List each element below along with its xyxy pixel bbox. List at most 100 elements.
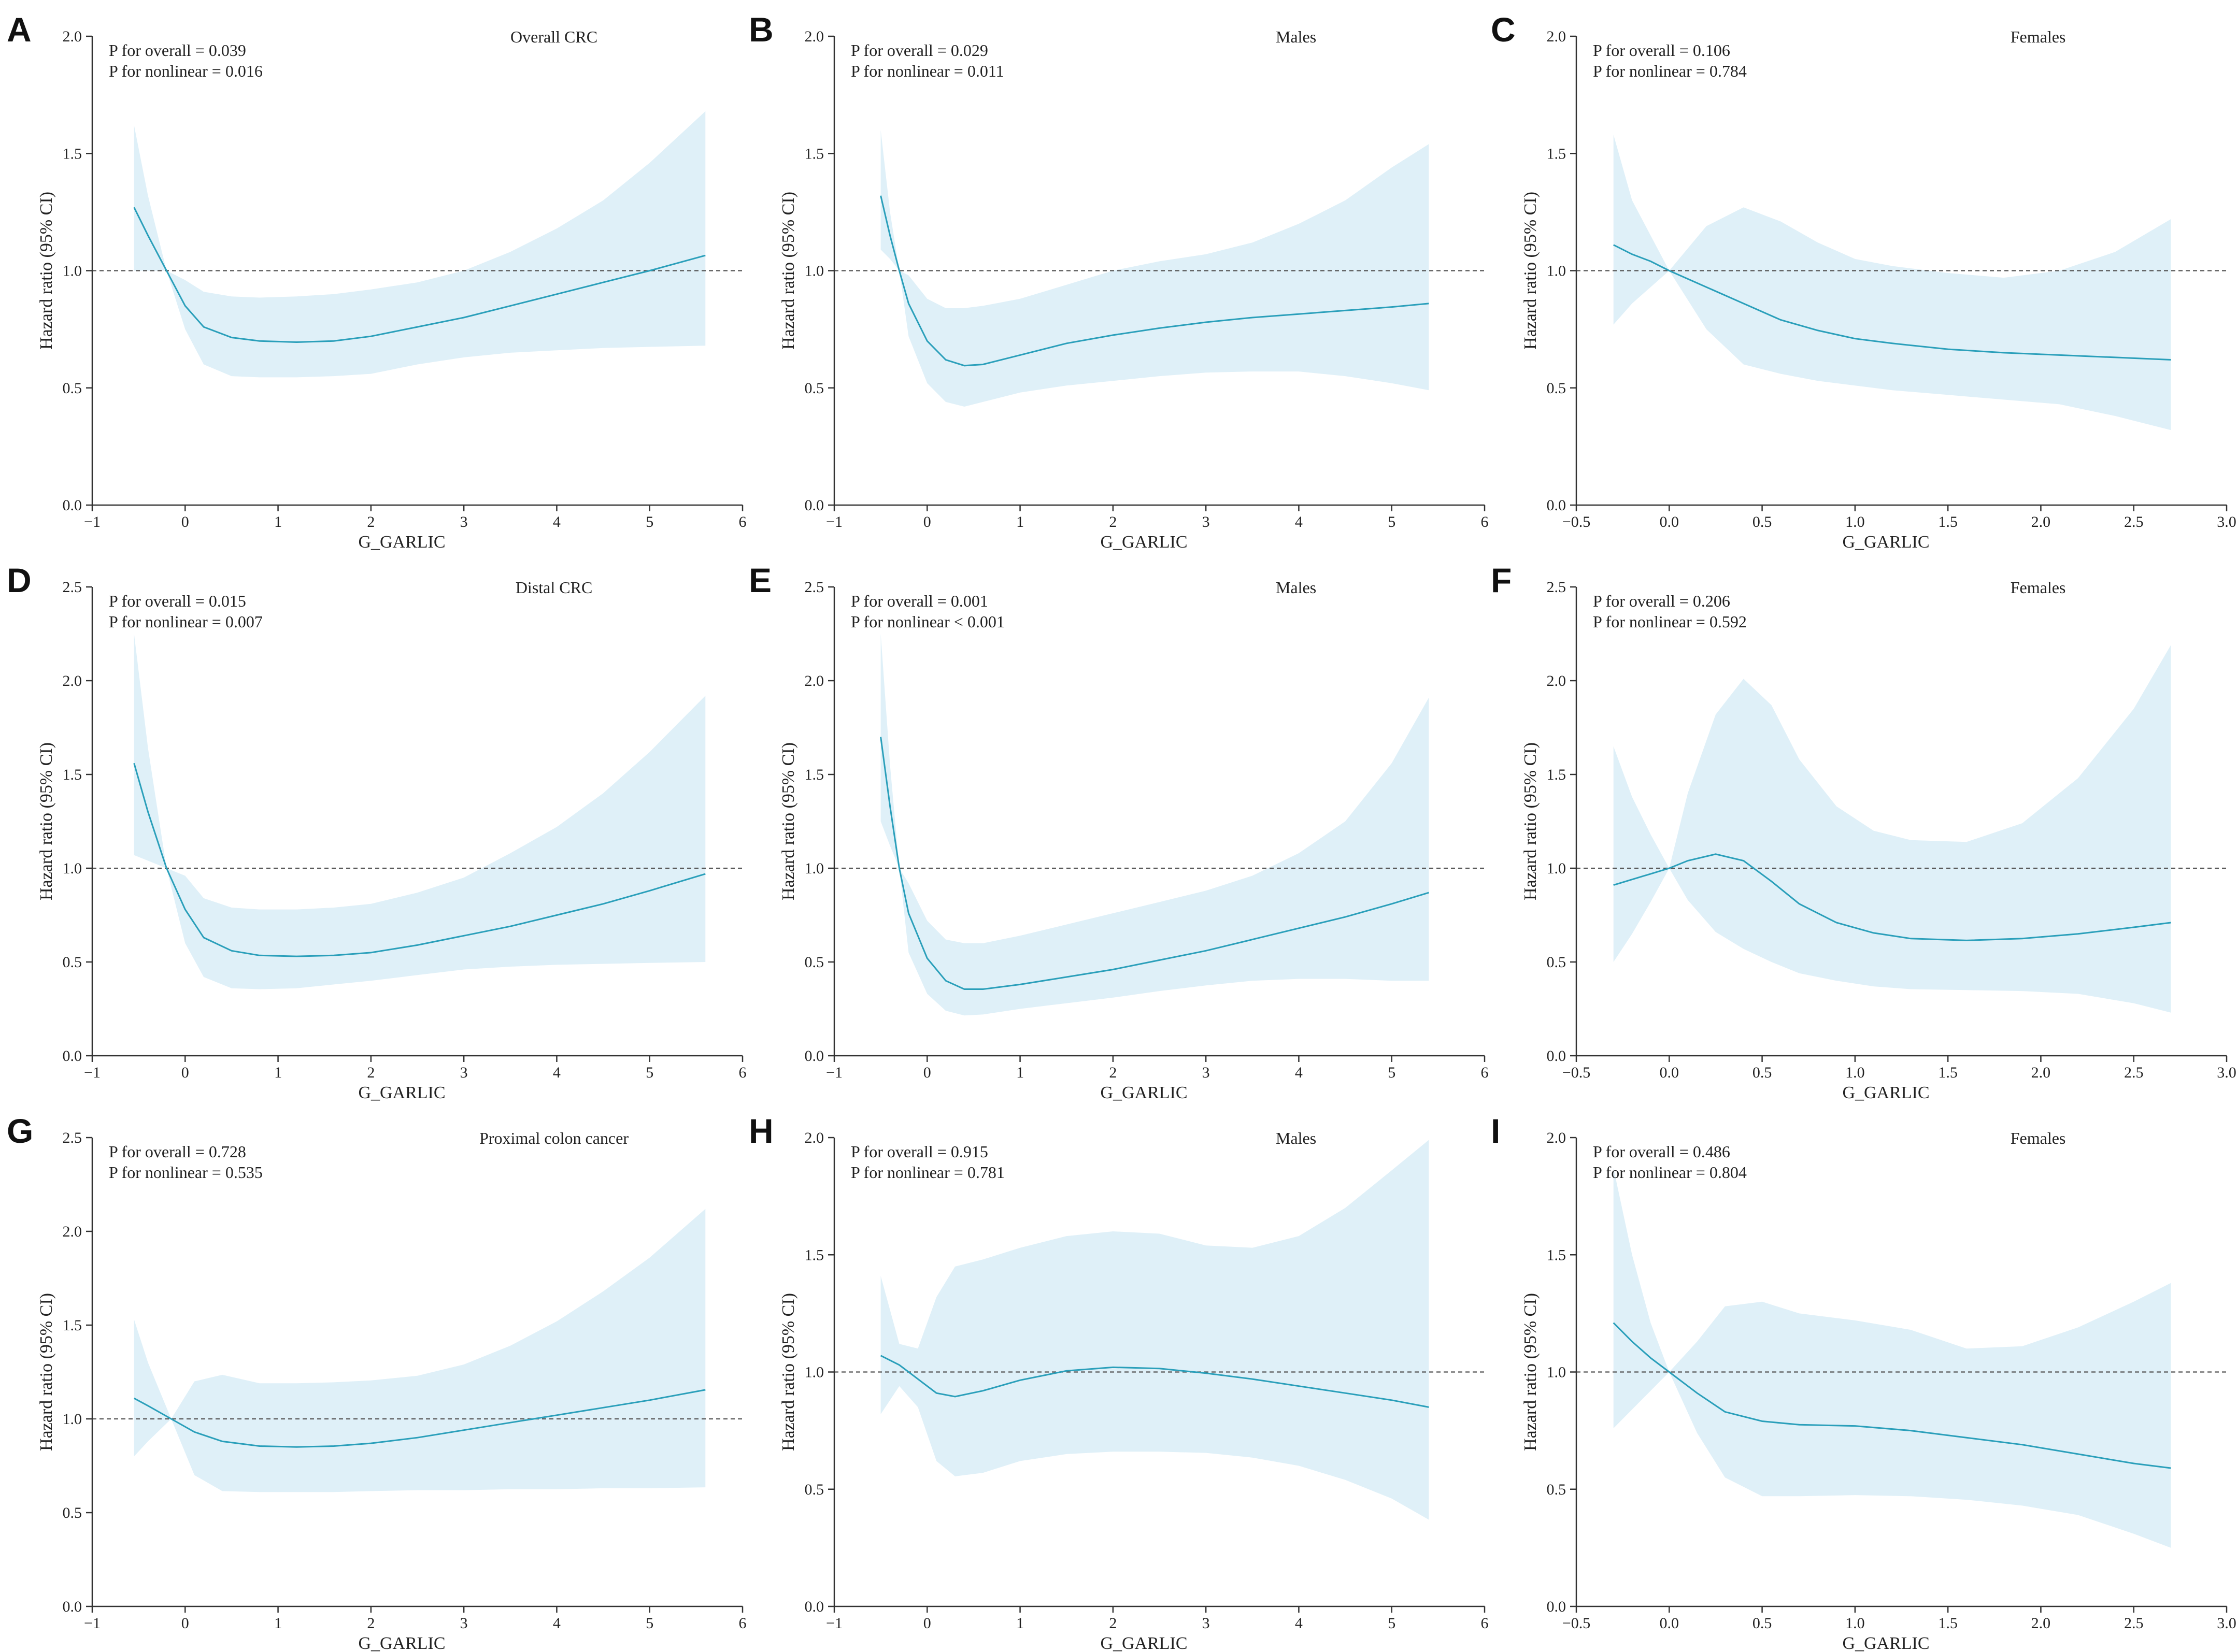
x-tick-label: 1.5 bbox=[1938, 1615, 1958, 1632]
y-axis-title: Hazard ratio (95% CI) bbox=[1521, 192, 1540, 350]
y-tick-label: 1.0 bbox=[805, 1364, 824, 1381]
p-nonlinear-label: P for nonlinear = 0.535 bbox=[109, 1163, 263, 1182]
y-tick-label: 1.5 bbox=[805, 145, 824, 162]
panel-title: Proximal colon cancer bbox=[479, 1129, 629, 1147]
ci-band bbox=[134, 111, 706, 378]
p-overall-label: P for overall = 0.728 bbox=[109, 1142, 246, 1161]
x-tick-label: 1.5 bbox=[1938, 513, 1958, 530]
y-tick-label: 1.0 bbox=[63, 263, 82, 280]
x-tick-label: 1 bbox=[1016, 513, 1024, 530]
x-tick-label: 6 bbox=[739, 1615, 747, 1632]
panel-f: −0.5 0.0 0.5 1.0 1.5 2.0 2.5 3.00.00.51.01.52.0… bbox=[1491, 561, 2236, 1102]
x-tick-label: 1.0 bbox=[1845, 1615, 1865, 1632]
panel-g: −1 0 1 2 3 4 5 6 0.0 0.5 1.0 1.5 2.0 2.5 G_GARLIC Hazar… bbox=[7, 1112, 747, 1652]
x-axis-title: G_GARLIC bbox=[1842, 533, 1929, 552]
panel-letter: A bbox=[7, 10, 32, 49]
y-tick-label: 1.5 bbox=[63, 1317, 82, 1334]
p-overall-label: P for overall = 0.206 bbox=[1593, 592, 1730, 610]
x-axis-title: G_GARLIC bbox=[1100, 533, 1187, 552]
p-nonlinear-label: P for nonlinear = 0.007 bbox=[109, 612, 263, 631]
panel-i: −0.5 0.0 0.5 1.0 1.5 2.0 2.5 3.00.00.51.01.52.0… bbox=[1491, 1112, 2236, 1652]
p-overall-label: P for overall = 0.015 bbox=[109, 592, 246, 610]
x-tick-label: 0.0 bbox=[1660, 513, 1679, 530]
x-tick-label: −1 bbox=[826, 1064, 843, 1081]
ci-band bbox=[1613, 645, 2171, 1013]
x-tick-label: 4 bbox=[553, 1615, 561, 1632]
y-tick-label: 2.0 bbox=[1547, 28, 1566, 45]
y-tick-label: 2.5 bbox=[805, 579, 824, 596]
x-tick-label: 2 bbox=[1109, 513, 1117, 530]
p-nonlinear-label: P for nonlinear < 0.001 bbox=[851, 612, 1005, 631]
y-axis-title: Hazard ratio (95% CI) bbox=[779, 742, 798, 900]
y-tick-label: 2.0 bbox=[63, 672, 82, 689]
y-tick-label: 1.5 bbox=[63, 766, 82, 783]
panel-letter: B bbox=[749, 10, 774, 49]
y-tick-label: 1.5 bbox=[1547, 766, 1566, 783]
x-axis-title: G_GARLIC bbox=[358, 1634, 445, 1652]
hazard-ratio-curve bbox=[1613, 244, 2171, 361]
y-tick-label: 0.5 bbox=[63, 954, 82, 971]
y-tick-label: 1.0 bbox=[63, 860, 82, 877]
x-tick-label: 0 bbox=[181, 1615, 189, 1632]
x-tick-label: 6 bbox=[1481, 1064, 1489, 1081]
x-tick-label: 3 bbox=[1202, 1615, 1210, 1632]
x-tick-label: −1 bbox=[826, 1615, 843, 1632]
x-tick-label: 6 bbox=[739, 513, 747, 530]
x-axis-title: G_GARLIC bbox=[1842, 1083, 1929, 1102]
y-tick-label: 1.5 bbox=[805, 1246, 824, 1263]
hazard-ratio-curve bbox=[880, 737, 1429, 990]
y-axis-title: Hazard ratio (95% CI) bbox=[779, 192, 798, 350]
y-tick-label: 2.0 bbox=[63, 1223, 82, 1240]
x-tick-label: 0.5 bbox=[1752, 513, 1772, 530]
panel-title: Males bbox=[1276, 1129, 1316, 1147]
panel-letter: D bbox=[7, 561, 32, 599]
x-tick-label: 2.0 bbox=[2031, 1064, 2051, 1081]
y-tick-label: 0.5 bbox=[805, 954, 824, 971]
y-tick-label: 1.5 bbox=[805, 766, 824, 783]
hazard-ratio-curve bbox=[880, 195, 1429, 367]
x-tick-label: 3.0 bbox=[2217, 513, 2236, 530]
hazard-ratio-curve bbox=[133, 1389, 706, 1448]
x-tick-label: 3 bbox=[1202, 1064, 1210, 1081]
x-tick-label: 0 bbox=[923, 513, 931, 530]
y-axis-title: Hazard ratio (95% CI) bbox=[779, 1293, 798, 1451]
x-tick-label: −1 bbox=[84, 1064, 101, 1081]
x-tick-label: 6 bbox=[1481, 1615, 1489, 1632]
x-tick-label: 1 bbox=[274, 513, 282, 530]
ci-band bbox=[1613, 135, 2171, 430]
panel-letter: I bbox=[1491, 1112, 1500, 1150]
y-tick-label: 0.5 bbox=[63, 1504, 82, 1521]
x-tick-label: −0.5 bbox=[1562, 1615, 1590, 1632]
p-nonlinear-label: P for nonlinear = 0.016 bbox=[109, 62, 263, 80]
x-tick-label: 3.0 bbox=[2217, 1615, 2236, 1632]
ci-band bbox=[1613, 1168, 2171, 1548]
y-tick-label: 1.0 bbox=[63, 1411, 82, 1428]
panel-title: Males bbox=[1276, 578, 1316, 597]
ci-band bbox=[134, 1209, 706, 1492]
x-tick-label: 1.0 bbox=[1845, 1064, 1865, 1081]
y-tick-label: 1.0 bbox=[1547, 263, 1566, 280]
y-tick-label: 0.5 bbox=[805, 380, 824, 397]
x-tick-label: −1 bbox=[826, 513, 843, 530]
panel-b: −1 0 1 2 3 4 5 6 0.0 0.5 1.0 1.5 2.0 G_GARLIC Hazard r… bbox=[749, 10, 1489, 552]
p-overall-label: P for overall = 0.106 bbox=[1593, 41, 1730, 60]
panel-d: −1 0 1 2 3 4 5 6 0.0 0.5 1.0 1.5 2.0 2.5 G_GARLIC Hazar… bbox=[7, 561, 747, 1102]
x-tick-label: 2 bbox=[367, 1615, 375, 1632]
panel-title: Females bbox=[2011, 27, 2066, 46]
x-tick-label: 2 bbox=[1109, 1615, 1117, 1632]
x-axis-title: G_GARLIC bbox=[358, 1083, 445, 1102]
x-tick-label: 5 bbox=[1388, 513, 1395, 530]
hazard-ratio-curve bbox=[1613, 853, 2171, 941]
x-tick-label: 0 bbox=[181, 513, 189, 530]
panel-title: Females bbox=[2011, 578, 2066, 597]
x-tick-label: 5 bbox=[646, 1064, 653, 1081]
x-tick-label: −0.5 bbox=[1562, 1064, 1590, 1081]
x-tick-label: 4 bbox=[1295, 1064, 1303, 1081]
x-tick-label: 3 bbox=[460, 513, 468, 530]
y-tick-label: 0.5 bbox=[1547, 1481, 1566, 1498]
y-tick-label: 2.0 bbox=[805, 672, 824, 689]
x-tick-label: −1 bbox=[84, 513, 101, 530]
x-tick-label: 0 bbox=[181, 1064, 189, 1081]
p-overall-label: P for overall = 0.029 bbox=[851, 41, 988, 60]
